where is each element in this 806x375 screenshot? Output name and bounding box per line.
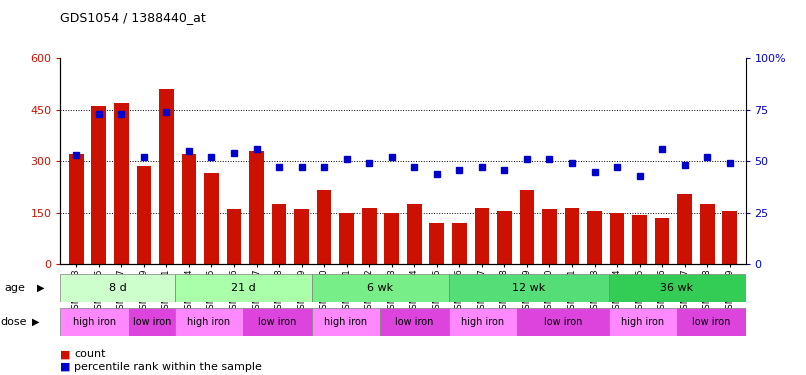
Text: low iron: low iron (133, 316, 171, 327)
Text: percentile rank within the sample: percentile rank within the sample (74, 362, 262, 372)
Bar (722, 211, 737, 264)
Bar (204, 173, 218, 264)
Text: GDS1054 / 1388440_at: GDS1054 / 1388440_at (60, 11, 206, 24)
Bar (294, 209, 309, 264)
Bar (588, 211, 602, 264)
Bar (517, 308, 609, 336)
Text: 8 d: 8 d (109, 283, 127, 293)
Text: 36 wk: 36 wk (660, 283, 694, 293)
Text: count: count (74, 350, 106, 359)
Text: high iron: high iron (73, 316, 116, 327)
Bar (69, 154, 84, 264)
Bar (632, 214, 647, 264)
Text: low iron: low iron (692, 316, 730, 327)
Bar (475, 208, 489, 264)
Bar (700, 204, 715, 264)
Bar (226, 209, 241, 264)
Bar (272, 204, 286, 264)
Bar (654, 218, 670, 264)
Bar (175, 308, 243, 336)
Bar (60, 274, 175, 302)
Bar (384, 213, 399, 264)
Bar (542, 209, 557, 264)
Bar (677, 194, 692, 264)
Bar (114, 103, 129, 264)
Bar (449, 274, 609, 302)
Bar (520, 190, 534, 264)
Text: age: age (4, 283, 25, 293)
Bar (60, 308, 129, 336)
Bar (181, 154, 196, 264)
Bar (497, 211, 512, 264)
Text: 6 wk: 6 wk (367, 283, 393, 293)
Text: dose: dose (1, 316, 27, 327)
Bar (362, 208, 376, 264)
Bar (339, 213, 354, 264)
Text: ▶: ▶ (32, 316, 39, 327)
Bar (91, 106, 106, 264)
Bar (249, 151, 264, 264)
Text: low iron: low iron (258, 316, 297, 327)
Bar (610, 213, 625, 264)
Text: high iron: high iron (324, 316, 368, 327)
Bar (159, 89, 174, 264)
Bar (565, 208, 580, 264)
Text: 21 d: 21 d (231, 283, 256, 293)
Bar (380, 308, 449, 336)
Text: high iron: high iron (187, 316, 231, 327)
Bar (609, 308, 677, 336)
Bar (136, 166, 152, 264)
Bar (317, 190, 331, 264)
Bar (129, 308, 175, 336)
Bar (175, 274, 312, 302)
Bar (407, 204, 422, 264)
Text: low iron: low iron (395, 316, 434, 327)
Bar (452, 223, 467, 264)
Text: ▶: ▶ (37, 283, 44, 293)
Bar (677, 308, 746, 336)
Bar (312, 308, 380, 336)
Text: high iron: high iron (621, 316, 664, 327)
Text: ■: ■ (60, 362, 71, 372)
Bar (449, 308, 517, 336)
Text: 12 wk: 12 wk (512, 283, 545, 293)
Bar (430, 223, 444, 264)
Text: high iron: high iron (461, 316, 505, 327)
Bar (609, 274, 746, 302)
Bar (312, 274, 449, 302)
Bar (243, 308, 312, 336)
Text: ■: ■ (60, 350, 71, 359)
Text: low iron: low iron (544, 316, 582, 327)
